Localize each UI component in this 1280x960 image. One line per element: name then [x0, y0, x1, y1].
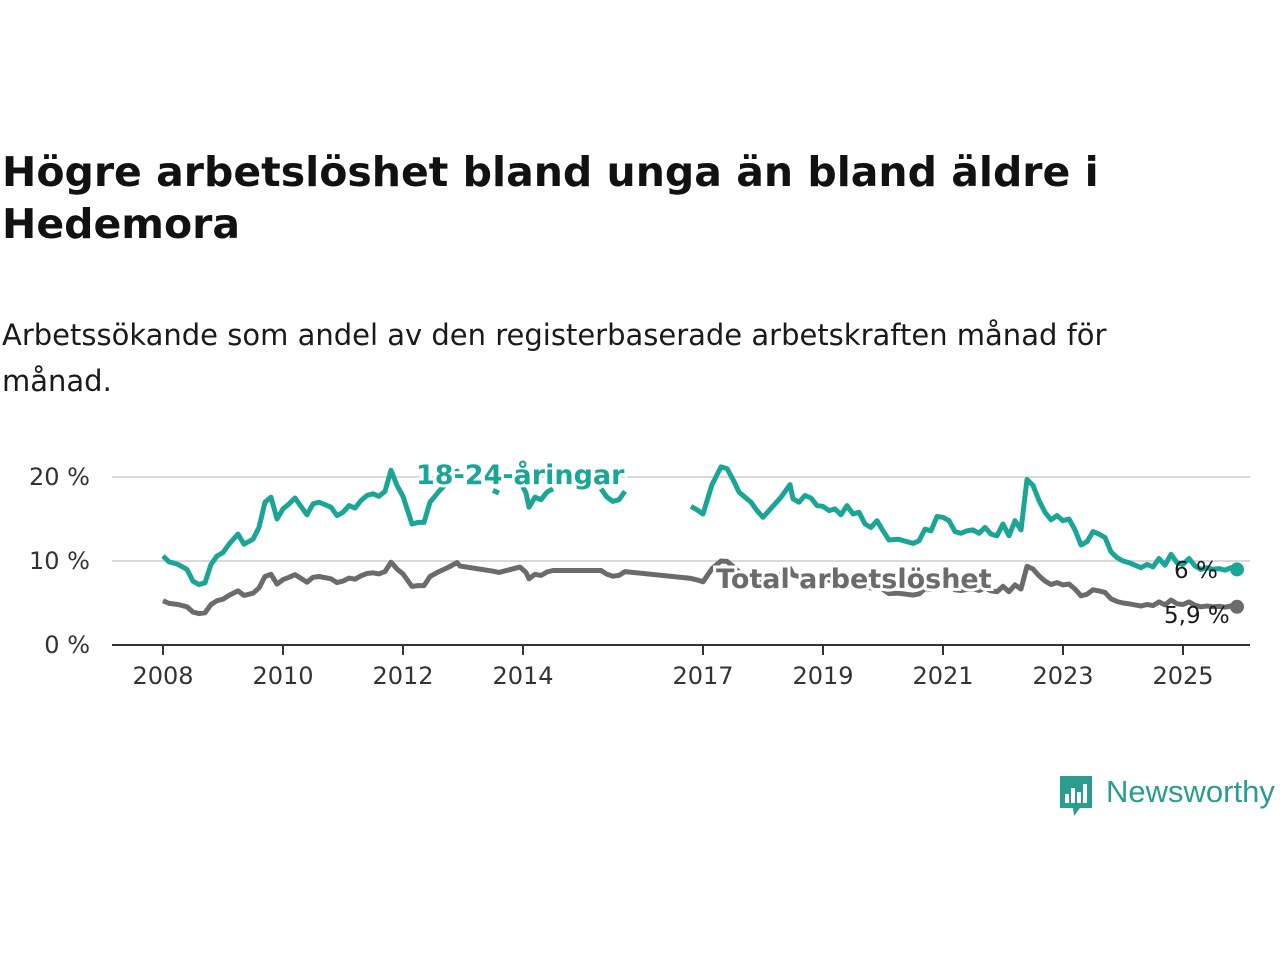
y-tick-label: 0 % — [44, 631, 90, 659]
y-tick-label: 10 % — [29, 547, 90, 575]
brand-name: Newsworthy — [1106, 774, 1275, 809]
chart-subtitle: Arbetssökande som andel av den registerb… — [2, 318, 1107, 398]
y-axis-ticks: 0 % 10 % 20 % — [29, 463, 90, 659]
newsworthy-brand[interactable]: Newsworthy — [1058, 772, 1280, 820]
series-end-marker — [1230, 562, 1244, 577]
series-label-total: Total arbetslöshet — [716, 564, 992, 595]
end-value-label-total: 5,9 % — [1164, 603, 1230, 629]
x-tick-label: 2012 — [372, 662, 433, 690]
chart-title: Högre arbetslöshet bland unga än bland ä… — [2, 148, 1099, 248]
x-tick-label: 2008 — [132, 662, 193, 690]
grid-lines — [112, 476, 1250, 562]
x-tick-label: 2025 — [1152, 662, 1213, 690]
series-line-youth — [492, 488, 500, 496]
series-line-youth — [517, 480, 555, 510]
newsworthy-chart-icon — [1060, 776, 1092, 816]
x-tick-label: 2017 — [672, 662, 733, 690]
x-tick-label: 2010 — [252, 662, 313, 690]
x-tick-label: 2014 — [492, 662, 553, 690]
end-value-label-youth: 6 % — [1174, 558, 1218, 584]
x-axis-ticks: 2008 2010 2012 2014 2017 2019 2021 2023 2025 — [132, 645, 1214, 690]
series-line-youth — [598, 487, 628, 504]
x-tick-label: 2023 — [1032, 662, 1093, 690]
y-tick-label: 20 % — [29, 463, 90, 491]
series-line-youth — [689, 464, 1238, 573]
x-tick-label: 2021 — [912, 662, 973, 690]
series-lines — [161, 464, 1244, 617]
series-line-youth — [161, 467, 463, 587]
series-end-marker — [1230, 599, 1244, 614]
series-labels: 18-24-åringar Total arbetslöshet 6 % 5,9 % — [413, 456, 1230, 629]
x-tick-label: 2019 — [792, 662, 853, 690]
series-line-total — [161, 558, 1238, 617]
series-label-youth: 18-24-åringar — [416, 459, 625, 491]
